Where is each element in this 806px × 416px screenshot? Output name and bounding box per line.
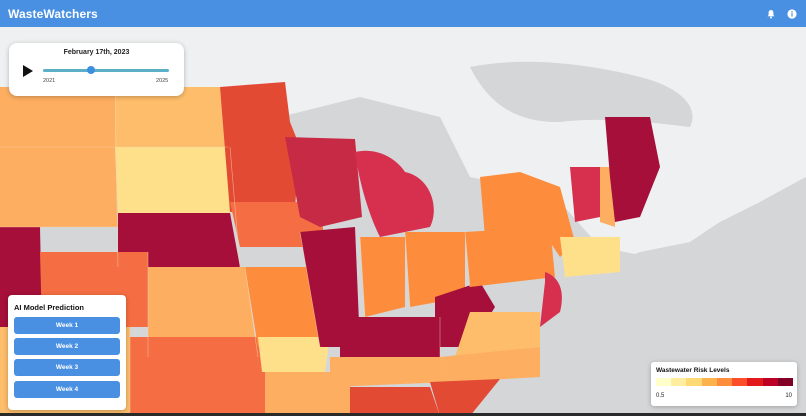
ai-prediction-panel: AI Model Prediction Week 1 Week 2 Week 3… [8, 295, 126, 410]
legend-swatch [747, 378, 763, 386]
header-icons [765, 8, 798, 20]
timeline-date: February 17th, 2023 [63, 49, 130, 56]
timeline-panel: February 17th, 2023 2021 2025 [9, 43, 184, 96]
risk-legend: Wastewater Risk Levels 0.5 10 [651, 362, 797, 406]
week-4-button[interactable]: Week 4 [14, 381, 120, 398]
hudson-bay-water [470, 61, 693, 127]
legend-swatch [701, 378, 717, 386]
state-borders [0, 86, 471, 416]
app-title: WasteWatchers [8, 6, 98, 21]
week-3-button[interactable]: Week 3 [14, 359, 120, 376]
timeline-slider-thumb[interactable] [86, 66, 95, 74]
legend-swatch [777, 378, 793, 386]
legend-title: Wastewater Risk Levels [656, 367, 730, 374]
legend-swatch [656, 378, 672, 386]
play-icon[interactable] [21, 64, 35, 78]
ai-panel-title: AI Model Prediction [14, 303, 85, 312]
legend-swatch [762, 378, 778, 386]
timeline-end-year: 2025 [156, 78, 169, 84]
app-header: WasteWatchers [0, 0, 806, 27]
lake-superior [290, 103, 431, 142]
legend-color-scale [656, 378, 793, 386]
week-2-button[interactable]: Week 2 [14, 338, 120, 355]
legend-max: 10 [785, 393, 792, 399]
atlantic-ocean [500, 177, 806, 416]
legend-swatch [716, 378, 733, 386]
bell-icon[interactable] [765, 8, 777, 20]
legend-swatch [732, 378, 748, 386]
info-icon[interactable] [786, 8, 798, 20]
bottom-strip [0, 413, 806, 416]
week-1-button[interactable]: Week 1 [14, 317, 120, 334]
legend-swatch [686, 378, 702, 386]
legend-min: 0.5 [656, 393, 665, 399]
timeline-start-year: 2021 [43, 78, 56, 84]
legend-swatch [671, 378, 687, 386]
timeline-slider[interactable] [43, 66, 169, 74]
